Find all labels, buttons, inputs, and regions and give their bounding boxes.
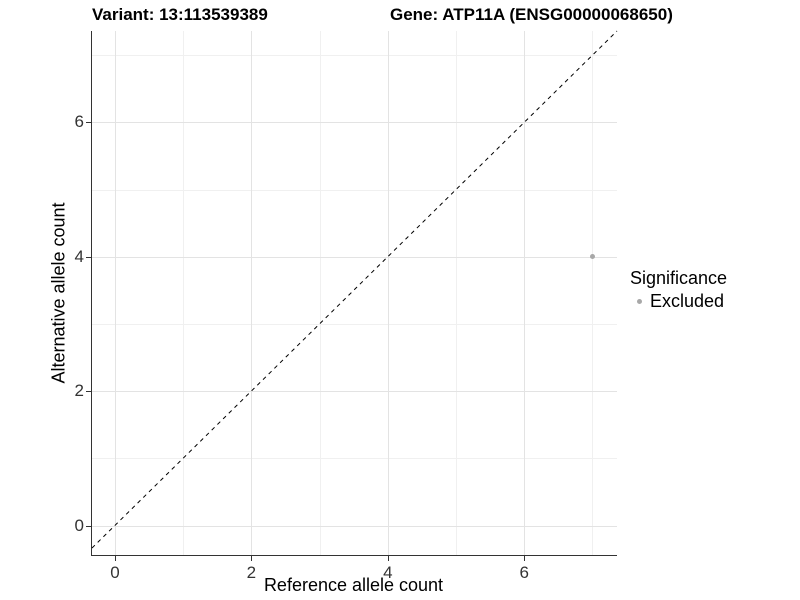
gridline-x-minor bbox=[592, 31, 594, 555]
x-tick-label: 4 bbox=[383, 563, 393, 582]
gridline-x-major bbox=[524, 31, 526, 555]
gridline-y-major bbox=[92, 391, 617, 393]
x-tick-label: 0 bbox=[110, 563, 120, 582]
x-tick-mark bbox=[115, 556, 116, 561]
gridline-x-major bbox=[115, 31, 116, 555]
gridline-y-major bbox=[92, 122, 617, 124]
x-tick-mark bbox=[387, 556, 389, 561]
gene-title: Gene: ATP11A (ENSG00000068650) bbox=[390, 5, 673, 24]
legend-entry-label: Excluded bbox=[650, 291, 725, 311]
gridline-x-minor bbox=[183, 31, 185, 555]
x-tick-mark bbox=[251, 556, 253, 561]
grid-layer bbox=[92, 31, 617, 555]
legend: Significance Excluded bbox=[630, 268, 727, 312]
legend-entry-excluded: Excluded bbox=[630, 291, 727, 312]
x-tick-label: 2 bbox=[246, 563, 257, 582]
gridline-y-minor bbox=[92, 189, 617, 191]
plot-panel: 0 2 4 6 0 2 4 6 bbox=[75, 30, 618, 582]
data-point bbox=[589, 254, 595, 260]
variant-title: Variant: 13:113539389 bbox=[92, 5, 268, 24]
legend-key-dot bbox=[637, 299, 642, 304]
gridline-y-minor bbox=[92, 55, 617, 57]
y-tick-mark bbox=[86, 391, 91, 393]
gridline-x-major bbox=[251, 31, 253, 555]
x-axis-title: Reference allele count bbox=[263, 575, 444, 595]
y-tick-label: 6 bbox=[74, 112, 84, 132]
y-tick-mark bbox=[86, 525, 91, 527]
gridline-x-major bbox=[387, 31, 389, 555]
x-tick-label: 6 bbox=[519, 563, 529, 582]
gridline-y-minor bbox=[92, 458, 617, 460]
x-tick-mark bbox=[524, 556, 526, 561]
gridline-x-minor bbox=[456, 31, 457, 555]
y-tick-label: 0 bbox=[74, 515, 84, 535]
y-tick-label: 4 bbox=[74, 246, 84, 266]
legend-title: Significance bbox=[630, 268, 728, 288]
gridline-y-major bbox=[92, 525, 617, 527]
y-tick-label: 2 bbox=[74, 381, 84, 401]
identity-line bbox=[91, 30, 618, 549]
gridline-y-major bbox=[92, 256, 617, 258]
y-tick-mark bbox=[86, 256, 91, 258]
gridline-x-minor bbox=[319, 31, 321, 555]
gridline-y-minor bbox=[92, 324, 617, 325]
y-tick-mark bbox=[86, 122, 91, 124]
y-axis-title: Alternative allele count bbox=[48, 202, 69, 384]
